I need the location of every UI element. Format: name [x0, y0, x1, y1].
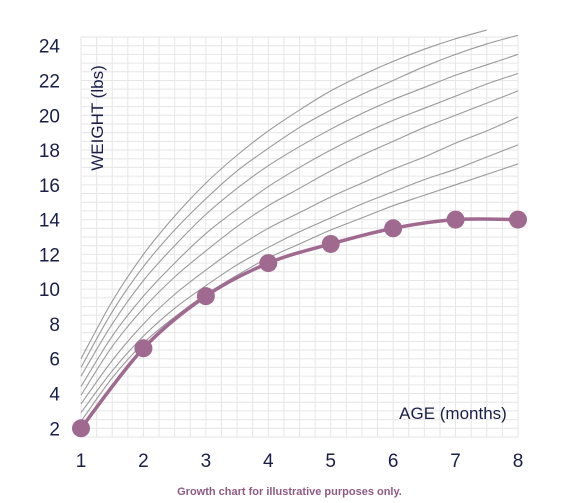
series-layer: [72, 210, 527, 438]
data-point: [72, 419, 90, 438]
y-tick-label: 6: [49, 350, 60, 371]
data-point: [321, 234, 340, 253]
reference-curve-3: [80, 116, 519, 405]
x-tick-label: 6: [388, 451, 399, 472]
data-point: [134, 339, 153, 358]
y-tick-label: 12: [39, 245, 60, 266]
y-tick-label: 2: [49, 419, 60, 440]
reference-curve-6: [80, 53, 519, 377]
x-tick-label: 8: [513, 451, 524, 472]
reference-curve-4: [80, 90, 519, 396]
x-tick-label: 2: [138, 451, 149, 472]
reference-curve-8: [80, 29, 487, 360]
reference-curve-7: [80, 34, 519, 368]
x-tick-label: 7: [450, 451, 461, 472]
footnote: Growth chart for illustrative purposes o…: [177, 486, 402, 498]
x-tick-label: 4: [263, 451, 274, 472]
data-point: [259, 254, 278, 273]
y-tick-label: 8: [49, 315, 60, 336]
data-point: [446, 210, 465, 229]
x-tick-label: 3: [201, 451, 212, 472]
y-tick-label: 20: [39, 106, 60, 127]
reference-curves: [80, 29, 519, 422]
y-tick-label: 16: [39, 176, 60, 197]
reference-curve-5: [80, 73, 519, 387]
x-axis-title: AGE (months): [399, 404, 507, 423]
x-tick-label: 1: [76, 451, 87, 472]
reference-curve-1: [80, 163, 519, 422]
x-tick-labels: 1 2 3 4 5 6 7 8: [76, 451, 524, 472]
y-tick-label: 4: [49, 385, 60, 406]
y-tick-label: 24: [39, 37, 61, 58]
grid: [80, 36, 519, 438]
data-point: [196, 287, 215, 306]
data-point: [509, 210, 527, 229]
y-axis-title: WEIGHT (lbs): [88, 65, 107, 170]
y-tick-label: 14: [39, 211, 61, 232]
data-point: [384, 219, 403, 238]
reference-curve-2: [80, 144, 519, 413]
y-tick-label: 22: [39, 71, 60, 92]
y-tick-label: 18: [39, 141, 60, 162]
x-tick-label: 5: [325, 451, 336, 472]
y-tick-label: 10: [39, 280, 60, 301]
